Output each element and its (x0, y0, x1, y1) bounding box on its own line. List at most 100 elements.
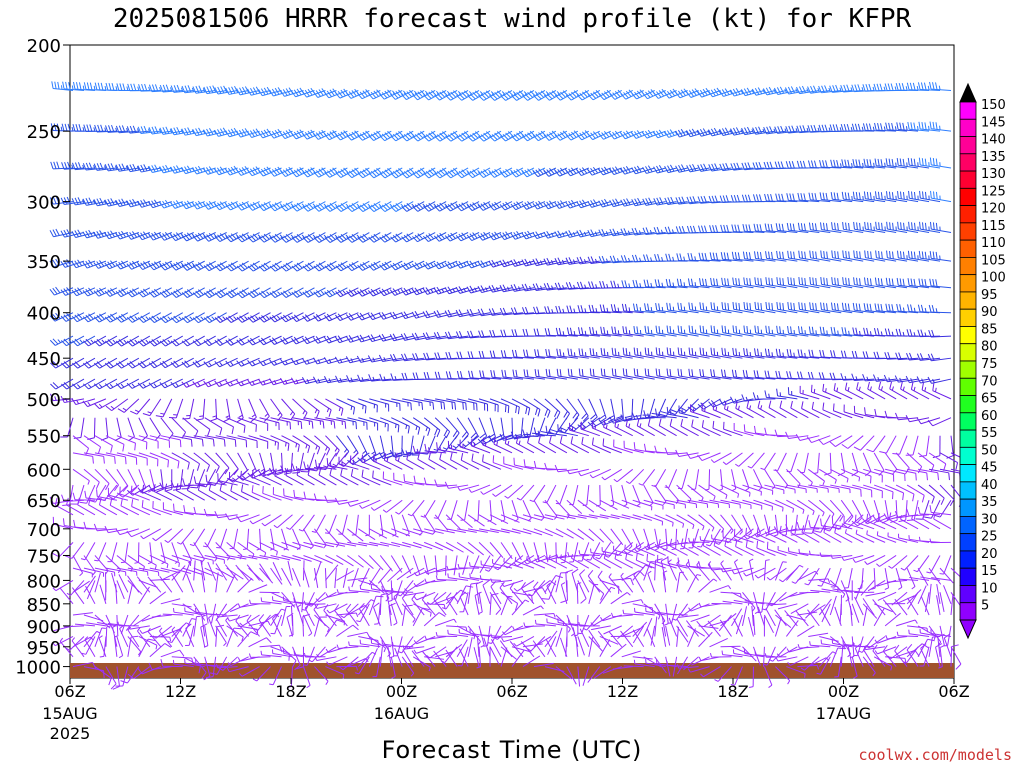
wind-barb-flag (721, 89, 727, 96)
wind-barb-flag (370, 91, 377, 99)
wind-barb-half-flag (784, 88, 788, 93)
wind-barb-flag (603, 91, 610, 98)
wind-barb-flag (234, 85, 239, 93)
wind-barb-staff (74, 88, 95, 91)
wind-barb-staff (328, 90, 348, 99)
wind-barb-flag (326, 90, 332, 98)
wind-barb-flag (454, 402, 457, 410)
wind-barb-flag (406, 132, 413, 139)
wind-barb-flag (301, 90, 307, 98)
wind-barb-flag (414, 92, 421, 99)
wind-barb-flag (843, 84, 847, 92)
wind-barb-flag (702, 88, 708, 96)
wind-barb-flag (669, 89, 676, 97)
wind-barb-flag (165, 126, 170, 134)
wind-barb-half-flag (917, 125, 919, 131)
wind-barb-flag (151, 126, 156, 134)
wind-barb-half-flag (534, 91, 539, 95)
wind-barb-flag (307, 130, 313, 138)
wind-barb (236, 128, 260, 138)
wind-barb-flag (395, 91, 402, 98)
wind-barb-half-flag (873, 162, 875, 167)
wind-barb-flag (746, 87, 752, 95)
wind-barb-flag (94, 82, 98, 90)
wind-barb-flag (279, 90, 285, 97)
wind-barb-flag (554, 94, 561, 101)
wind-barb-staff (920, 88, 941, 91)
wind-barb-staff (592, 90, 612, 101)
wind-barb-staff (909, 89, 930, 91)
wind-barb-flag (154, 84, 159, 92)
wind-barb-flag (612, 92, 618, 99)
wind-barb-half-flag (762, 89, 766, 94)
wind-barb-flag (56, 161, 60, 169)
wind-barb-staff (931, 88, 952, 91)
wind-barb-flag (675, 91, 681, 99)
wind-barb-flag (212, 85, 217, 93)
wind-barb-flag (590, 92, 597, 99)
wind-barb-half-flag (403, 90, 407, 95)
wind-barb-staff (361, 90, 381, 100)
wind-barb-flag (89, 124, 93, 132)
wind-barb (697, 87, 721, 98)
wind-barb-flag (423, 135, 430, 142)
wind-barb-flag (111, 124, 115, 133)
wind-barb-flag (494, 92, 501, 98)
wind-barb-flag (452, 90, 459, 97)
wind-barb-flag (362, 131, 369, 138)
wind-barb-flag (54, 81, 57, 89)
wind-barb-flag (445, 94, 451, 101)
wind-barb-staff (351, 130, 370, 141)
wind-barb-flag (666, 90, 673, 98)
wind-barb-flag (239, 87, 244, 95)
wind-barb-flag (917, 82, 921, 90)
wind-barb-half-flag (894, 126, 897, 131)
wind-barb (379, 89, 403, 100)
wind-barb-flag (118, 125, 123, 133)
wind-barb-flag (52, 229, 57, 237)
wind-barb-half-flag (751, 89, 755, 94)
wind-barb-flag (241, 129, 247, 136)
wind-barb-flag (776, 87, 782, 95)
wind-barb-flag (697, 90, 703, 98)
wind-barb (115, 125, 139, 134)
wind-barb-half-flag (639, 307, 642, 312)
wind-barb (62, 81, 85, 91)
wind-barb (279, 87, 304, 97)
wind-barb-flag (920, 82, 924, 90)
wind-barb-flag (121, 125, 126, 133)
wind-barb-half-flag (839, 87, 842, 92)
wind-barb-flag (170, 128, 175, 136)
wind-barb-flag (343, 130, 349, 137)
plot-area (69, 44, 955, 679)
wind-barb-flag (290, 90, 296, 98)
wind-barb (269, 128, 293, 139)
wind-barb-half-flag (905, 86, 908, 91)
wind-barb-flag (105, 125, 109, 133)
wind-barb-half-flag (490, 91, 495, 95)
wind-barb-flag (625, 90, 632, 97)
wind-barb-flag (337, 132, 344, 139)
wind-barb-flag (642, 92, 648, 100)
wind-barb-flag (291, 132, 297, 140)
wind-barb-flag (217, 129, 222, 136)
wind-barb (609, 89, 633, 100)
wind-barb-half-flag (435, 90, 440, 95)
wind-barb-staff (53, 88, 74, 91)
wind-barb-flag (565, 94, 572, 101)
wind-barb-flag (485, 90, 492, 97)
wind-barb-flag (263, 87, 269, 95)
wind-barb-flag (105, 82, 109, 91)
wind-barb-flag (260, 88, 266, 96)
wind-barb-staff (614, 90, 633, 100)
wind-barb-flag (912, 82, 916, 91)
wind-barb (576, 90, 601, 101)
wind-barb-half-flag (170, 87, 173, 92)
wind-barb-flag (923, 82, 927, 90)
wind-barb (598, 89, 622, 101)
wind-barb (324, 130, 348, 141)
wind-barb-flag (645, 91, 651, 98)
wind-barb-flag (832, 85, 836, 93)
wind-barb-flag (108, 125, 112, 133)
wind-barb-half-flag (793, 352, 795, 357)
